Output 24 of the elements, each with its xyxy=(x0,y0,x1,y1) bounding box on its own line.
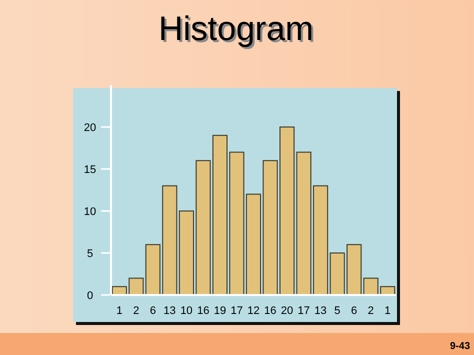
data-label: 20 xyxy=(280,305,294,317)
data-label: 12 xyxy=(247,305,260,317)
y-tick-label: 20 xyxy=(84,122,96,134)
data-label: 1 xyxy=(116,305,122,317)
data-label: 6 xyxy=(150,305,156,317)
chart-title: Histogram xyxy=(160,12,316,50)
data-label: 17 xyxy=(298,305,310,317)
data-label: 13 xyxy=(314,305,327,317)
data-label: 2 xyxy=(133,305,140,317)
y-tick-label: 10 xyxy=(84,206,96,218)
y-tick-label: 0 xyxy=(86,290,94,302)
data-label: 19 xyxy=(214,305,226,317)
data-label: 10 xyxy=(180,305,193,317)
data-label: 16 xyxy=(264,305,276,317)
y-tick-label: 15 xyxy=(84,164,96,176)
data-label: 2 xyxy=(368,305,374,317)
data-label: 17 xyxy=(230,305,243,317)
text: 9-43 xyxy=(450,341,470,352)
y-tick-label: 5 xyxy=(86,248,94,260)
data-label: 6 xyxy=(351,305,358,317)
data-label: 16 xyxy=(197,305,210,317)
data-label: 13 xyxy=(164,305,176,317)
data-label: 1 xyxy=(384,305,391,317)
data-label: 5 xyxy=(334,305,340,317)
